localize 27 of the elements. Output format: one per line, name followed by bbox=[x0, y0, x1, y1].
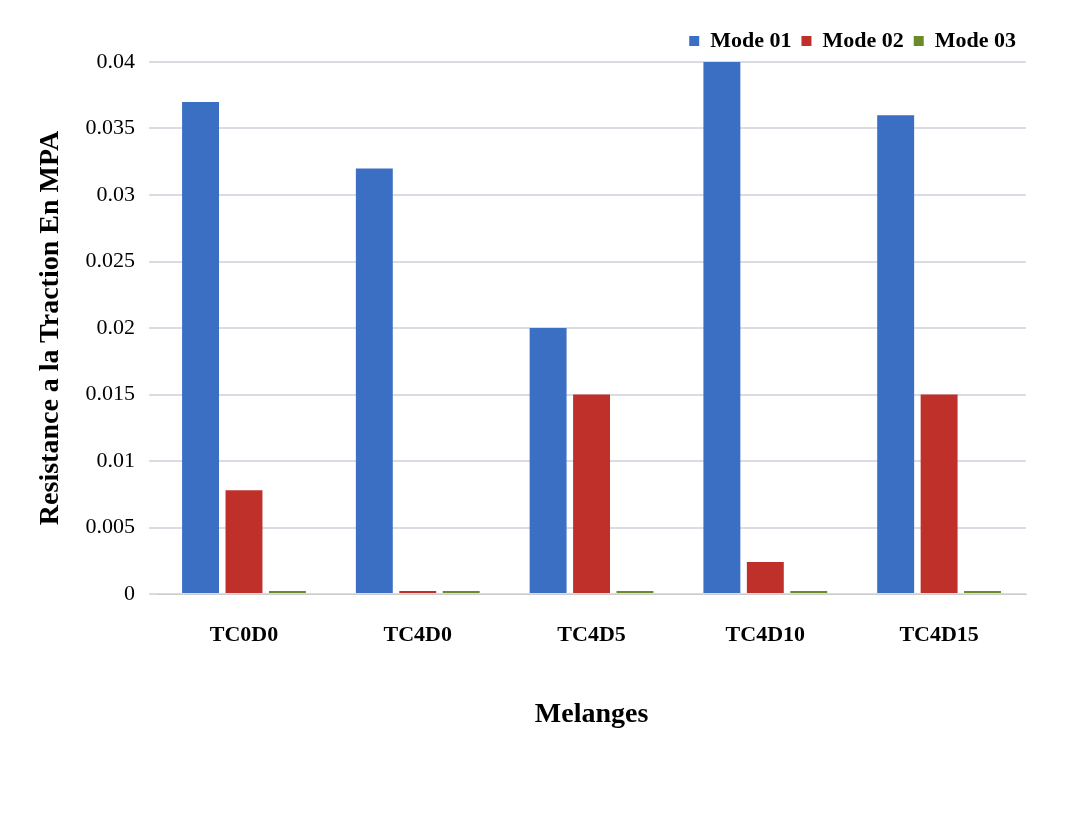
x-axis-title: Melanges bbox=[534, 697, 649, 729]
y-tick-label: 0.035 bbox=[85, 114, 136, 140]
bar bbox=[573, 394, 611, 593]
y-tick-label: 0.01 bbox=[96, 446, 136, 472]
y-tick-label: 0 bbox=[124, 579, 136, 605]
y-tick-label: 0.04 bbox=[96, 47, 136, 73]
x-tick-label: TC4D15 bbox=[899, 620, 979, 646]
bar bbox=[225, 490, 263, 593]
x-tick-label: TC4D5 bbox=[557, 620, 626, 646]
bar bbox=[355, 168, 393, 593]
bar bbox=[703, 62, 741, 593]
bar bbox=[529, 328, 567, 593]
y-tick-label: 0.02 bbox=[96, 313, 136, 339]
y-tick-label: 0.015 bbox=[85, 380, 136, 406]
y-axis-title: Resistance a la Traction En MPA bbox=[33, 130, 65, 526]
bar bbox=[182, 101, 220, 593]
legend-label: Mode 01 bbox=[710, 26, 792, 52]
x-tick-label: TC4D0 bbox=[383, 620, 452, 646]
y-tick-label: 0.03 bbox=[96, 180, 136, 206]
bar bbox=[920, 394, 958, 593]
bar bbox=[877, 115, 915, 593]
y-tick-label: 0.025 bbox=[85, 247, 136, 273]
y-tick-label: 0.005 bbox=[85, 513, 136, 539]
legend-label: Mode 03 bbox=[934, 26, 1016, 52]
legend-label: Mode 02 bbox=[822, 26, 904, 52]
x-tick-label: TC4D10 bbox=[725, 620, 806, 646]
x-tick-label: TC0D0 bbox=[209, 620, 279, 646]
